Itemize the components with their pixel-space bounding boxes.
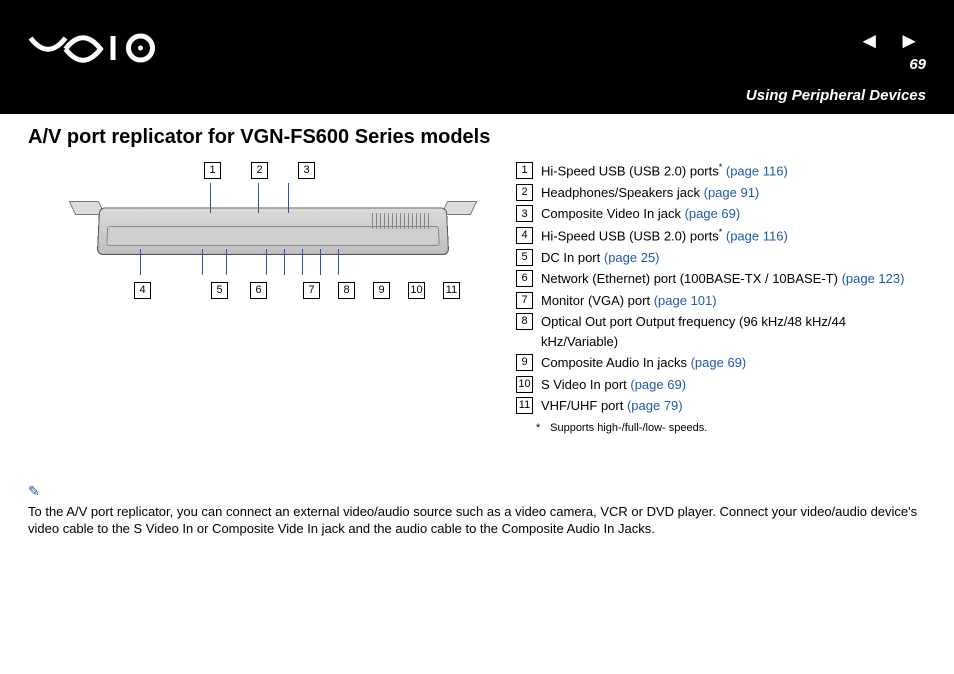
port-list-item: 2 Headphones/Speakers jack (page 91): [516, 183, 926, 203]
pencil-icon: ✎: [28, 482, 926, 501]
callout-box: 3: [298, 162, 315, 179]
port-num-box: 1: [516, 162, 533, 179]
page-link[interactable]: (page 69): [691, 355, 747, 370]
port-list-item: 4 Hi-Speed USB (USB 2.0) ports* (page 116…: [516, 226, 926, 246]
port-list-column: 1 Hi-Speed USB (USB 2.0) ports* (page 116…: [516, 161, 926, 434]
footnote: * Supports high-/full-/low- speeds.: [536, 422, 926, 434]
port-label: S Video In port (page 69): [541, 375, 926, 395]
port-list-item: 3 Composite Video In jack (page 69): [516, 204, 926, 224]
port-label: DC In port (page 25): [541, 248, 926, 268]
vaio-logo: [28, 28, 168, 68]
port-label: Monitor (VGA) port (page 101): [541, 291, 926, 311]
page-link[interactable]: (page 25): [604, 250, 660, 265]
nav-next-icon[interactable]: ►: [898, 28, 926, 53]
port-num-box: 9: [516, 354, 533, 371]
page-number: 69: [909, 56, 926, 73]
callout-row-bottom: 4 5 6 7 8 9 10 11: [134, 281, 498, 299]
nav-prev-icon[interactable]: ◄: [858, 28, 886, 53]
port-list-item: 6 Network (Ethernet) port (100BASE-TX / 1…: [516, 269, 926, 289]
callout-row-top: 1 2 3: [204, 161, 498, 179]
port-label: Composite Audio In jacks (page 69): [541, 353, 926, 373]
port-num-box: 7: [516, 292, 533, 309]
port-list-item: 7 Monitor (VGA) port (page 101): [516, 291, 926, 311]
callout-box: 5: [211, 282, 228, 299]
page-link[interactable]: (page 69): [685, 206, 741, 221]
page-content: A/V port replicator for VGN-FS600 Series…: [0, 114, 954, 538]
section-title: Using Peripheral Devices: [746, 87, 926, 104]
callout-box: 9: [373, 282, 390, 299]
port-list-item: 1 Hi-Speed USB (USB 2.0) ports* (page 116…: [516, 161, 926, 181]
port-num-box: 10: [516, 376, 533, 393]
port-label: Optical Out port Output frequency (96 kH…: [541, 312, 926, 351]
device-diagram: [98, 183, 448, 275]
callout-box: 2: [251, 162, 268, 179]
callout-box: 8: [338, 282, 355, 299]
port-label: Hi-Speed USB (USB 2.0) ports* (page 116): [541, 226, 926, 246]
port-label: Network (Ethernet) port (100BASE-TX / 10…: [541, 269, 926, 289]
port-label: VHF/UHF port (page 79): [541, 396, 926, 416]
callout-box: 1: [204, 162, 221, 179]
page-link[interactable]: (page 116): [726, 228, 788, 243]
page-link[interactable]: (page 101): [654, 293, 717, 308]
port-list-item: 5 DC In port (page 25): [516, 248, 926, 268]
callout-box: 11: [443, 282, 460, 299]
callout-box: 7: [303, 282, 320, 299]
port-list: 1 Hi-Speed USB (USB 2.0) ports* (page 116…: [516, 161, 926, 416]
port-num-box: 8: [516, 313, 533, 330]
nav-arrows[interactable]: ◄ ►: [858, 28, 926, 54]
page-link[interactable]: (page 79): [627, 398, 683, 413]
page-link[interactable]: (page 69): [630, 377, 686, 392]
port-num-box: 6: [516, 270, 533, 287]
port-label: Hi-Speed USB (USB 2.0) ports* (page 116): [541, 161, 926, 181]
header-bar: ◄ ► 69 Using Peripheral Devices: [0, 0, 954, 114]
diagram-column: 1 2 3 4 5: [28, 161, 498, 299]
port-num-box: 11: [516, 397, 533, 414]
callout-box: 4: [134, 282, 151, 299]
port-label: Composite Video In jack (page 69): [541, 204, 926, 224]
port-label: Headphones/Speakers jack (page 91): [541, 183, 926, 203]
note-block: ✎ To the A/V port replicator, you can co…: [28, 482, 926, 538]
port-list-item: 11 VHF/UHF port (page 79): [516, 396, 926, 416]
port-num-box: 2: [516, 184, 533, 201]
callout-box: 10: [408, 282, 425, 299]
port-num-box: 5: [516, 249, 533, 266]
page-link[interactable]: (page 91): [704, 185, 760, 200]
callout-box: 6: [250, 282, 267, 299]
port-num-box: 3: [516, 205, 533, 222]
page-link[interactable]: (page 123): [842, 271, 905, 286]
port-list-item: 9 Composite Audio In jacks (page 69): [516, 353, 926, 373]
port-list-item: 8 Optical Out port Output frequency (96 k…: [516, 312, 926, 351]
port-list-item: 10 S Video In port (page 69): [516, 375, 926, 395]
page-heading: A/V port replicator for VGN-FS600 Series…: [28, 126, 926, 149]
page-link[interactable]: (page 116): [726, 163, 788, 178]
note-text: To the A/V port replicator, you can conn…: [28, 504, 917, 537]
port-num-box: 4: [516, 227, 533, 244]
